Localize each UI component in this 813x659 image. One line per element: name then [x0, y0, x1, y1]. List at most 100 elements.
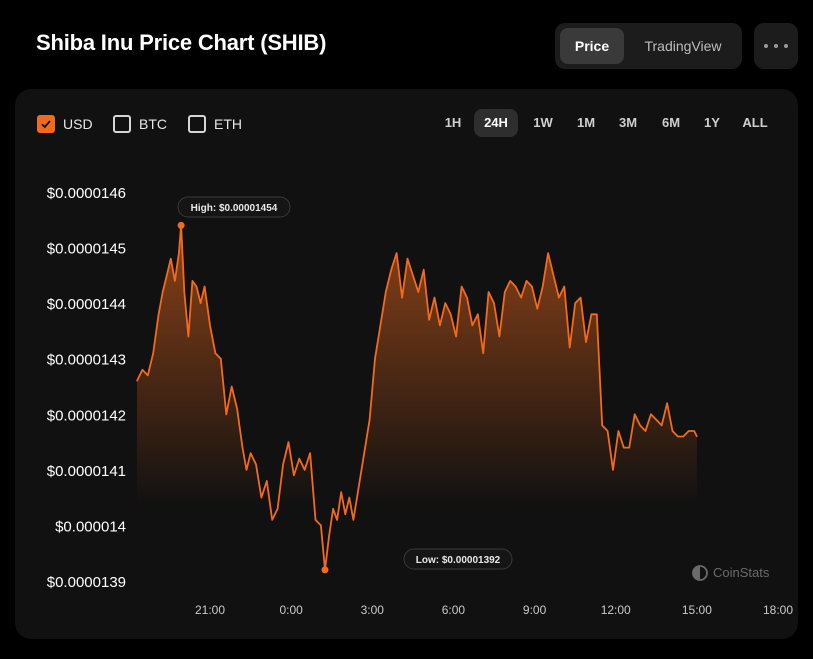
range-24h-button[interactable]: 24H [474, 109, 518, 137]
x-tick-label: 3:00 [361, 603, 385, 617]
data-point [183, 291, 185, 293]
high-price-marker [177, 221, 185, 229]
data-point [558, 296, 560, 299]
data-point [368, 419, 371, 421]
data-point [314, 519, 317, 521]
low-price-label: Low: $0.00001392 [416, 555, 501, 566]
data-point [147, 374, 149, 376]
data-point [634, 413, 636, 415]
y-tick-label: $0.0000139 [47, 574, 126, 591]
data-point [241, 447, 244, 449]
data-point [623, 447, 625, 449]
data-point [477, 313, 479, 315]
data-point [677, 435, 679, 438]
data-point [363, 452, 365, 454]
range-6m-button[interactable]: 6M [661, 115, 681, 130]
y-tick-label: $0.0000145 [47, 241, 126, 258]
data-point [309, 452, 311, 454]
data-point [596, 313, 598, 315]
currency-usd-checkbox[interactable]: USD [37, 115, 93, 133]
data-point [563, 285, 565, 288]
tradingview-view-button[interactable]: TradingView [644, 38, 722, 54]
data-point [390, 269, 392, 271]
data-point [552, 274, 555, 276]
data-point [585, 341, 587, 343]
data-point [231, 385, 233, 388]
data-point [191, 280, 194, 282]
data-point [379, 324, 382, 326]
data-point [298, 458, 300, 460]
price-area-fill [137, 225, 697, 601]
checkbox-empty-icon [113, 115, 131, 133]
x-tick-label: 0:00 [279, 603, 303, 617]
checkbox-empty-icon [188, 115, 206, 133]
data-point [287, 441, 290, 443]
view-toggle: Price TradingView [555, 23, 742, 69]
more-options-button[interactable] [754, 23, 798, 69]
range-1m-button[interactable]: 1M [576, 115, 596, 130]
data-point [158, 313, 160, 315]
data-point [423, 269, 425, 271]
data-point [406, 258, 409, 260]
data-point [682, 435, 684, 438]
data-point [332, 508, 334, 510]
data-point [612, 469, 614, 471]
currency-eth-checkbox[interactable]: ETH [188, 115, 242, 133]
data-point [225, 413, 227, 415]
data-point [471, 324, 473, 326]
data-point [304, 469, 306, 471]
data-point [136, 380, 138, 382]
x-tick-label: 9:00 [523, 603, 547, 617]
data-point [344, 513, 346, 515]
price-view-button[interactable]: Price [560, 28, 624, 64]
range-all-button[interactable]: ALL [742, 115, 768, 130]
x-tick-label: 15:00 [682, 603, 712, 617]
data-point [204, 285, 206, 288]
coinstats-watermark: CoinStats [692, 565, 770, 581]
data-point [358, 485, 360, 488]
data-point [328, 535, 330, 538]
data-point [374, 358, 376, 360]
data-point [199, 302, 202, 304]
data-point [547, 252, 549, 254]
currency-btc-checkbox[interactable]: BTC [113, 115, 167, 133]
data-point [650, 413, 652, 415]
data-point [493, 302, 495, 304]
data-point [401, 296, 403, 299]
data-point [348, 497, 350, 499]
currency-label: BTC [139, 116, 167, 132]
x-axis: 21:00 0:00 3:00 6:00 9:00 12:00 15:00 18:00 [195, 603, 793, 617]
data-point [569, 347, 571, 349]
data-point [141, 369, 144, 371]
range-1w-button[interactable]: 1W [533, 115, 553, 130]
y-tick-label: $0.0000143 [47, 352, 126, 369]
data-point [466, 296, 468, 299]
range-1h-button[interactable]: 1H [444, 115, 462, 130]
data-point [271, 519, 273, 521]
checkbox-checked-icon [37, 115, 55, 133]
page-title: Shiba Inu Price Chart (SHIB) [36, 30, 327, 55]
annotations: High: $0.00001454 Low: $0.00001392 [177, 196, 513, 574]
data-point [515, 285, 517, 288]
data-point [412, 274, 414, 276]
low-price-box [403, 548, 513, 570]
data-point [525, 280, 528, 282]
range-3m-button[interactable]: 3M [618, 115, 638, 130]
data-point [187, 335, 189, 338]
data-point [152, 352, 154, 354]
data-point [255, 463, 257, 465]
range-1y-button[interactable]: 1Y [704, 115, 720, 130]
data-point [320, 524, 322, 527]
watermark-text: CoinStats [713, 565, 770, 580]
data-point [214, 352, 217, 354]
data-point [509, 280, 511, 282]
low-price-marker [321, 566, 329, 574]
x-tick-label: 18:00 [763, 603, 793, 617]
data-point [696, 435, 698, 438]
data-point [178, 252, 180, 254]
currency-label: ETH [214, 116, 242, 132]
data-point [277, 508, 279, 510]
data-point [460, 285, 463, 288]
data-point [352, 519, 354, 521]
